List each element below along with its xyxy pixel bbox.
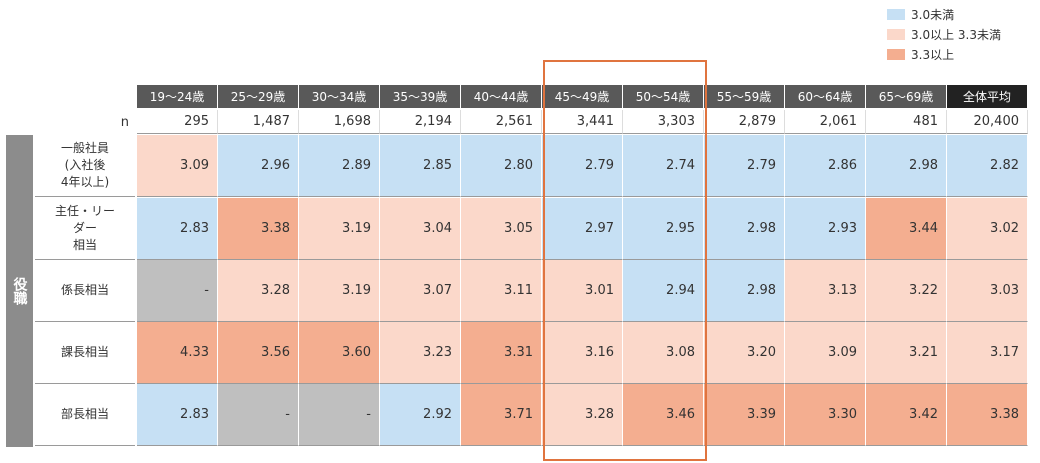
cell: 2.85 — [380, 135, 461, 197]
cell: 3.46 — [623, 384, 704, 446]
legend-item: 3.3以上 — [887, 46, 954, 63]
cell: 3.30 — [785, 384, 866, 446]
cell: 3.13 — [785, 260, 866, 322]
cell: 3.28 — [218, 260, 299, 322]
cell: - — [218, 384, 299, 446]
n-value: 3,441 — [542, 110, 623, 134]
cell: 3.08 — [623, 322, 704, 384]
legend-label: 3.0以上 3.3未満 — [911, 28, 1001, 42]
column-header: 全体平均 — [947, 85, 1028, 108]
cell: 3.31 — [461, 322, 542, 384]
row-label: 主任・リー ダー 相当 — [35, 198, 135, 260]
column-header: 25～29歳 — [218, 85, 299, 108]
cell: 3.09 — [785, 322, 866, 384]
cell: 2.79 — [542, 135, 623, 197]
cell: 2.86 — [785, 135, 866, 197]
row-label: 課長相当 — [35, 322, 135, 384]
column-header: 40～44歳 — [461, 85, 542, 108]
n-value: 2,561 — [461, 110, 542, 134]
cell: 3.39 — [704, 384, 785, 446]
cell: 3.60 — [299, 322, 380, 384]
cell: 3.05 — [461, 198, 542, 260]
legend-label: 3.0未満 — [911, 8, 955, 22]
n-value: 2,194 — [380, 110, 461, 134]
row-label: 係長相当 — [35, 260, 135, 322]
column-header: 50～54歳 — [623, 85, 704, 108]
legend-item: 3.0未満 — [887, 6, 954, 23]
legend-item: 3.0以上 3.3未満 — [887, 26, 1001, 43]
cell: 3.19 — [299, 260, 380, 322]
cell: 3.17 — [947, 322, 1028, 384]
cell: 2.97 — [542, 198, 623, 260]
cell: 2.80 — [461, 135, 542, 197]
cell: 2.79 — [704, 135, 785, 197]
n-value: 1,698 — [299, 110, 380, 134]
column-header: 45～49歳 — [542, 85, 623, 108]
cell: 3.04 — [380, 198, 461, 260]
cell: 2.74 — [623, 135, 704, 197]
column-header: 35～39歳 — [380, 85, 461, 108]
cell: 2.93 — [785, 198, 866, 260]
cell: 2.94 — [623, 260, 704, 322]
column-header: 60～64歳 — [785, 85, 866, 108]
cell: 4.33 — [137, 322, 218, 384]
cell: 2.83 — [137, 384, 218, 446]
column-header: 55～59歳 — [704, 85, 785, 108]
column-header: 30～34歳 — [299, 85, 380, 108]
cell: 3.38 — [218, 198, 299, 260]
cell: 3.16 — [542, 322, 623, 384]
cell: 2.89 — [299, 135, 380, 197]
legend-label: 3.3以上 — [911, 48, 955, 62]
legend-swatch — [887, 49, 905, 60]
cell: 2.98 — [866, 135, 947, 197]
row-label: 一般社員 (入社後 4年以上) — [35, 135, 135, 197]
cell: 3.38 — [947, 384, 1028, 446]
column-header: 19～24歳 — [137, 85, 218, 108]
legend-swatch — [887, 29, 905, 40]
cell: 3.11 — [461, 260, 542, 322]
cell: 2.83 — [137, 198, 218, 260]
cell: 3.20 — [704, 322, 785, 384]
cell: 3.23 — [380, 322, 461, 384]
cell: 3.56 — [218, 322, 299, 384]
cell: 2.96 — [218, 135, 299, 197]
cell: 3.07 — [380, 260, 461, 322]
n-value: 3,303 — [623, 110, 704, 134]
cell: 2.82 — [947, 135, 1028, 197]
cell: 2.98 — [704, 260, 785, 322]
cell: 3.71 — [461, 384, 542, 446]
cell: 3.09 — [137, 135, 218, 197]
cell: 2.95 — [623, 198, 704, 260]
cell: 3.44 — [866, 198, 947, 260]
row-label: 部長相当 — [35, 384, 135, 446]
cell: 3.22 — [866, 260, 947, 322]
n-value: 2,879 — [704, 110, 785, 134]
cell: 3.42 — [866, 384, 947, 446]
n-value: 295 — [137, 110, 218, 134]
n-value: 481 — [866, 110, 947, 134]
legend-swatch — [887, 9, 905, 20]
cell: - — [299, 384, 380, 446]
column-header: 65～69歳 — [866, 85, 947, 108]
n-value: 20,400 — [947, 110, 1028, 134]
n-value: 1,487 — [218, 110, 299, 134]
cell: 3.21 — [866, 322, 947, 384]
n-value: 2,061 — [785, 110, 866, 134]
n-label: n — [120, 114, 129, 130]
cell: 2.98 — [704, 198, 785, 260]
side-label: 役職 — [6, 135, 33, 447]
cell: 3.02 — [947, 198, 1028, 260]
cell: 3.28 — [542, 384, 623, 446]
cell: - — [137, 260, 218, 322]
cell: 3.03 — [947, 260, 1028, 322]
cell: 3.01 — [542, 260, 623, 322]
highlight-frame — [543, 60, 707, 461]
cell: 2.92 — [380, 384, 461, 446]
cell: 3.19 — [299, 198, 380, 260]
